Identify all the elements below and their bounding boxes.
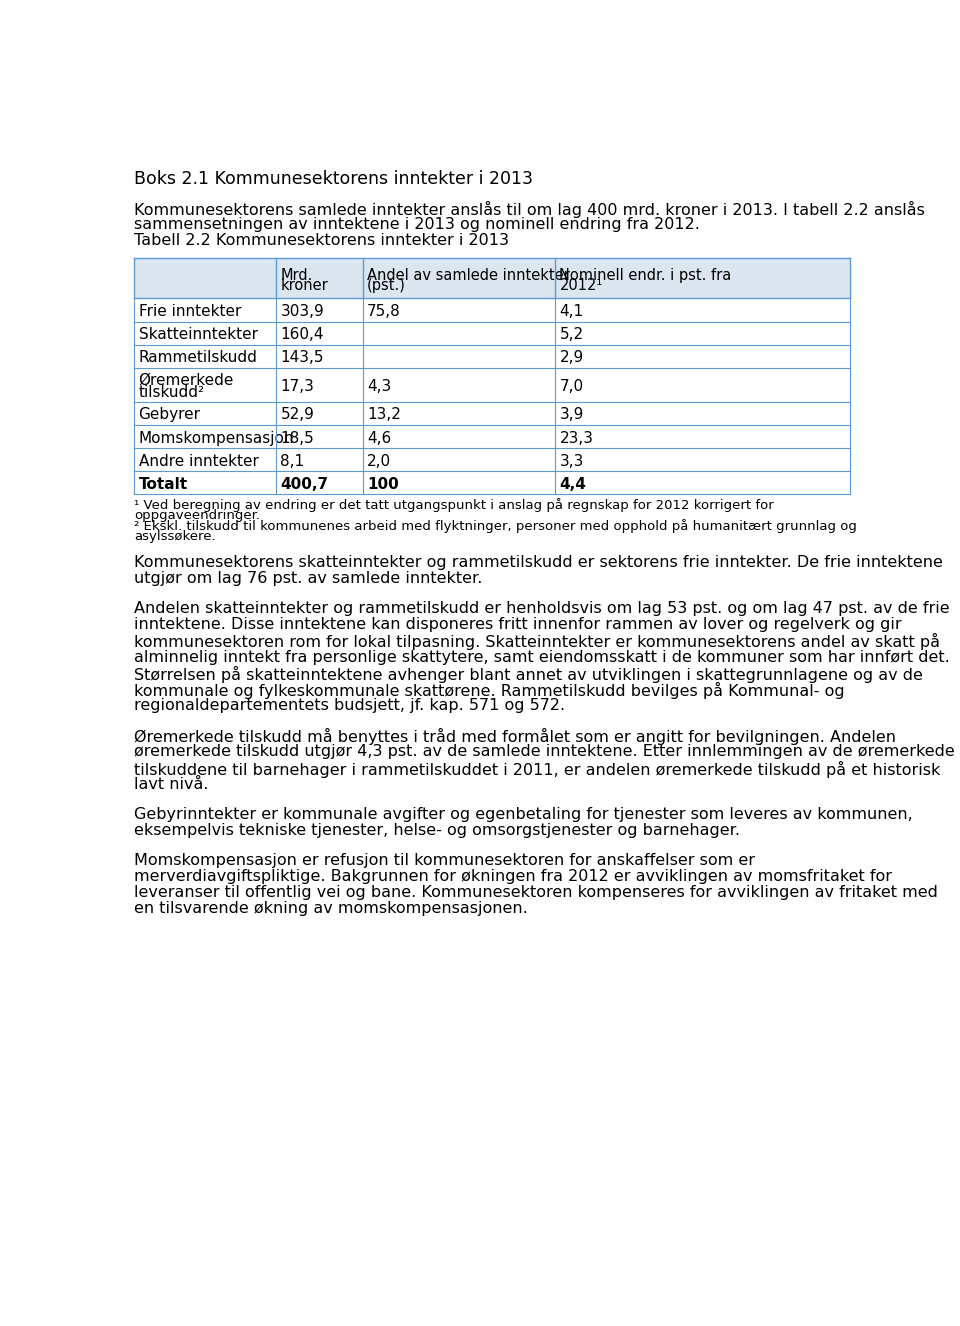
Text: tilskudd²: tilskudd² — [138, 385, 204, 399]
Text: 18,5: 18,5 — [280, 431, 314, 446]
Text: Totalt: Totalt — [138, 477, 188, 492]
Text: Mrd.: Mrd. — [280, 268, 313, 282]
Text: 23,3: 23,3 — [560, 431, 593, 446]
Text: Kommunesektorens skatteinntekter og rammetilskudd er sektorens frie inntekter. D: Kommunesektorens skatteinntekter og ramm… — [134, 554, 943, 570]
Text: kommunesektoren rom for lokal tilpasning. Skatteinntekter er kommunesektorens an: kommunesektoren rom for lokal tilpasning… — [134, 634, 940, 651]
Text: Frie inntekter: Frie inntekter — [138, 304, 241, 320]
Text: Andre inntekter: Andre inntekter — [138, 453, 258, 468]
Text: 303,9: 303,9 — [280, 304, 324, 320]
Text: 8,1: 8,1 — [280, 453, 304, 468]
Text: 2,0: 2,0 — [368, 453, 392, 468]
Text: 160,4: 160,4 — [280, 328, 324, 342]
Text: 4,4: 4,4 — [560, 477, 587, 492]
Bar — [134, 259, 850, 298]
Text: 3,9: 3,9 — [560, 407, 584, 423]
Text: eksempelvis tekniske tjenester, helse- og omsorgstjenester og barnehager.: eksempelvis tekniske tjenester, helse- o… — [134, 823, 740, 838]
Text: oppgaveendringer.: oppgaveendringer. — [134, 509, 260, 521]
Text: Andelen skatteinntekter og rammetilskudd er henholdsvis om lag 53 pst. og om lag: Andelen skatteinntekter og rammetilskudd… — [134, 601, 949, 617]
Text: 13,2: 13,2 — [368, 407, 401, 423]
Bar — [134, 322, 850, 345]
Text: 4,3: 4,3 — [368, 379, 392, 394]
Text: Kommunesektorens samlede inntekter anslås til om lag 400 mrd. kroner i 2013. I t: Kommunesektorens samlede inntekter anslå… — [134, 200, 924, 217]
Text: alminnelig inntekt fra personlige skattytere, samt eiendomsskatt i de kommuner s: alminnelig inntekt fra personlige skatty… — [134, 650, 949, 664]
Text: Gebyrinntekter er kommunale avgifter og egenbetaling for tjenester som leveres a: Gebyrinntekter er kommunale avgifter og … — [134, 806, 913, 822]
Text: 100: 100 — [368, 477, 399, 492]
Text: Gebyrer: Gebyrer — [138, 407, 201, 423]
Bar — [134, 298, 850, 322]
Bar — [134, 367, 850, 402]
Text: Boks 2.1 Kommunesektorens inntekter i 2013: Boks 2.1 Kommunesektorens inntekter i 20… — [134, 170, 533, 188]
Text: 52,9: 52,9 — [280, 407, 314, 423]
Text: ² Ekskl. tilskudd til kommunenes arbeid med flyktninger, personer med opphold på: ² Ekskl. tilskudd til kommunenes arbeid … — [134, 520, 857, 533]
Text: Nominell endr. i pst. fra: Nominell endr. i pst. fra — [560, 268, 732, 282]
Text: kroner: kroner — [280, 278, 328, 293]
Bar — [134, 471, 850, 495]
Text: merverdiavgiftspliktige. Bakgrunnen for økningen fra 2012 er avviklingen av moms: merverdiavgiftspliktige. Bakgrunnen for … — [134, 869, 892, 884]
Text: tilskuddene til barnehager i rammetilskuddet i 2011, er andelen øremerkede tilsk: tilskuddene til barnehager i rammetilsku… — [134, 761, 941, 777]
Text: lavt nivå.: lavt nivå. — [134, 777, 208, 792]
Text: 2,9: 2,9 — [560, 350, 584, 366]
Text: 7,0: 7,0 — [560, 379, 584, 394]
Text: 2012¹: 2012¹ — [560, 278, 603, 293]
Text: 17,3: 17,3 — [280, 379, 314, 394]
Text: 143,5: 143,5 — [280, 350, 324, 366]
Text: regionaldepartementets budsjett, jf. kap. 571 og 572.: regionaldepartementets budsjett, jf. kap… — [134, 697, 565, 713]
Bar — [134, 448, 850, 471]
Text: ¹ Ved beregning av endring er det tatt utgangspunkt i anslag på regnskap for 201: ¹ Ved beregning av endring er det tatt u… — [134, 499, 774, 512]
Text: (pst.): (pst.) — [368, 278, 406, 293]
Text: kommunale og fylkeskommunale skattørene. Rammetilskudd bevilges på Kommunal- og: kommunale og fylkeskommunale skattørene.… — [134, 682, 845, 699]
Text: inntektene. Disse inntektene kan disponeres fritt innenfor rammen av lover og re: inntektene. Disse inntektene kan dispone… — [134, 618, 901, 633]
Text: Momskompensasjon: Momskompensasjon — [138, 431, 294, 446]
Bar — [134, 345, 850, 367]
Text: Skatteinntekter: Skatteinntekter — [138, 328, 257, 342]
Text: 400,7: 400,7 — [280, 477, 328, 492]
Text: en tilsvarende økning av momskompensasjonen.: en tilsvarende økning av momskompensasjo… — [134, 902, 528, 916]
Text: Rammetilskudd: Rammetilskudd — [138, 350, 257, 366]
Text: 5,2: 5,2 — [560, 328, 584, 342]
Text: utgjør om lag 76 pst. av samlede inntekter.: utgjør om lag 76 pst. av samlede inntekt… — [134, 572, 482, 586]
Text: leveranser til offentlig vei og bane. Kommunesektoren kompenseres for avviklinge: leveranser til offentlig vei og bane. Ko… — [134, 886, 938, 900]
Bar — [134, 402, 850, 424]
Text: Størrelsen på skatteinntektene avhenger blant annet av utviklingen i skattegrunn: Størrelsen på skatteinntektene avhenger … — [134, 666, 923, 683]
Text: 4,6: 4,6 — [368, 431, 392, 446]
Text: Øremerkede tilskudd må benyttes i tråd med formålet som er angitt for bevilgning: Øremerkede tilskudd må benyttes i tråd m… — [134, 728, 896, 745]
Text: Tabell 2.2 Kommunesektorens inntekter i 2013: Tabell 2.2 Kommunesektorens inntekter i … — [134, 233, 509, 248]
Text: 75,8: 75,8 — [368, 304, 401, 320]
Text: Andel av samlede inntekter: Andel av samlede inntekter — [368, 268, 570, 282]
Text: Øremerkede: Øremerkede — [138, 373, 234, 389]
Text: sammensetningen av inntektene i 2013 og nominell endring fra 2012.: sammensetningen av inntektene i 2013 og … — [134, 217, 700, 232]
Text: asylssøkere.: asylssøkere. — [134, 530, 216, 544]
Text: øremerkede tilskudd utgjør 4,3 pst. av de samlede inntektene. Etter innlemmingen: øremerkede tilskudd utgjør 4,3 pst. av d… — [134, 744, 954, 760]
Bar — [134, 424, 850, 448]
Text: 4,1: 4,1 — [560, 304, 584, 320]
Text: Momskompensasjon er refusjon til kommunesektoren for anskaffelser som er: Momskompensasjon er refusjon til kommune… — [134, 853, 755, 869]
Text: 3,3: 3,3 — [560, 453, 584, 468]
